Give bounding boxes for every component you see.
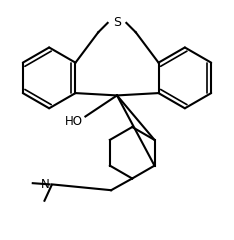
- Text: N: N: [41, 178, 50, 191]
- Text: HO: HO: [65, 115, 83, 128]
- Text: S: S: [113, 16, 121, 29]
